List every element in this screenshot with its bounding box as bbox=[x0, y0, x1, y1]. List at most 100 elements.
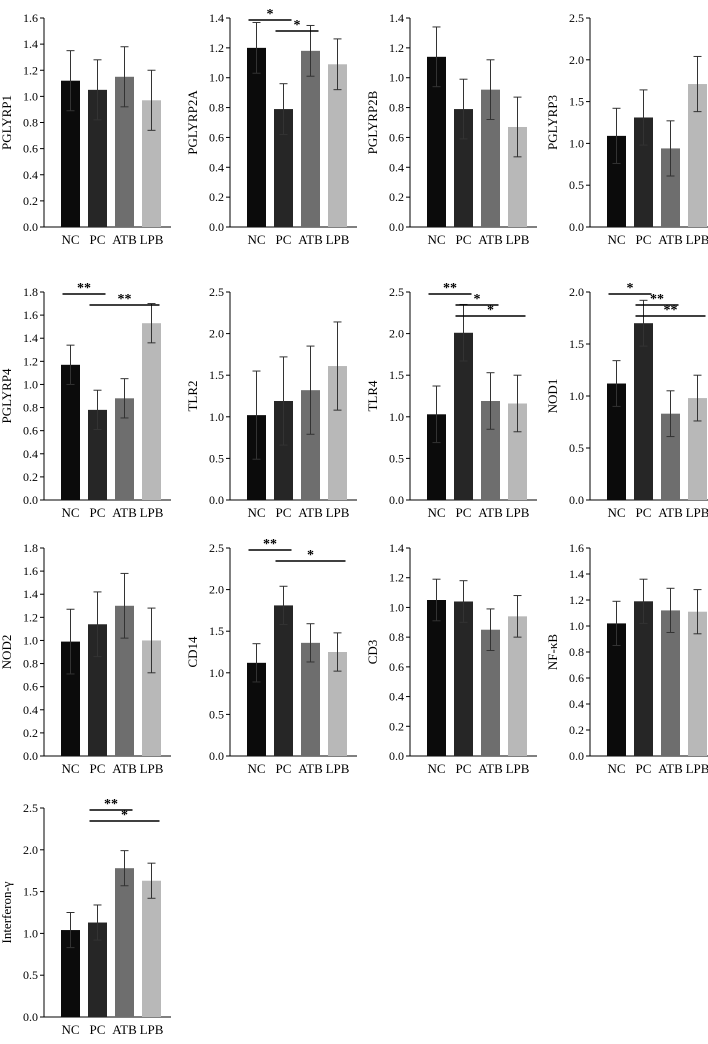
x-tick-label-lpb: LPB bbox=[140, 232, 164, 247]
y-tick-label: 0.5 bbox=[389, 451, 404, 465]
x-tick-label-pc: PC bbox=[456, 761, 472, 776]
y-tick-label: 1.2 bbox=[389, 41, 404, 55]
x-tick-label-nc: NC bbox=[61, 505, 79, 520]
y-tick-label: 1.0 bbox=[23, 89, 38, 103]
y-tick-label: 0.0 bbox=[23, 749, 38, 763]
bar-nc bbox=[61, 641, 80, 756]
y-tick-label: 0.4 bbox=[209, 160, 224, 174]
y-tick-label: 0.6 bbox=[23, 142, 38, 156]
bar-atb bbox=[115, 76, 134, 227]
chart-interferon: 0.0 0.5 1.0 1.5 2.0 2.5 Interferon-γ NC PC ATB LPB… bbox=[0, 797, 171, 1037]
y-tick-label: 1.2 bbox=[389, 571, 404, 585]
x-tick-label-nc: NC bbox=[247, 505, 265, 520]
x-tick-label-nc: NC bbox=[427, 232, 445, 247]
chart-nod2: 0.0 0.2 0.4 0.6 0.8 1.0 1.2 1.4 1.6 1.8 NOD2 NC PC AT… bbox=[0, 541, 171, 776]
bar-pc bbox=[88, 922, 107, 1017]
bar-nc bbox=[61, 80, 80, 227]
x-tick-label-pc: PC bbox=[636, 232, 652, 247]
y-axis-label: NOD1 bbox=[545, 379, 560, 414]
y-tick-label: 1.5 bbox=[209, 624, 224, 638]
bar-atb bbox=[661, 413, 680, 500]
bar-pc bbox=[88, 409, 107, 500]
bar-pc bbox=[634, 601, 653, 756]
y-tick-label: 0.0 bbox=[569, 493, 584, 507]
bar-lpb bbox=[328, 366, 347, 500]
bar-lpb bbox=[508, 616, 527, 756]
y-tick-label: 1.6 bbox=[23, 564, 38, 578]
bar-lpb bbox=[142, 640, 161, 756]
y-axis-label: PGLYRP2A bbox=[185, 90, 200, 155]
y-tick-label: 1.0 bbox=[23, 377, 38, 391]
y-tick-label: 0.5 bbox=[23, 968, 38, 982]
bar-lpb bbox=[508, 126, 527, 227]
y-tick-label: 0.8 bbox=[389, 630, 404, 644]
significance-label: * bbox=[627, 281, 634, 296]
y-tick-label: 2.0 bbox=[209, 327, 224, 341]
y-tick-label: 0.8 bbox=[23, 401, 38, 415]
y-tick-label: 0.0 bbox=[389, 493, 404, 507]
y-tick-label: 1.5 bbox=[23, 885, 38, 899]
y-axis-label: CD14 bbox=[185, 636, 200, 668]
bar-lpb bbox=[328, 64, 347, 228]
x-tick-label-nc: NC bbox=[247, 232, 265, 247]
x-tick-label-pc: PC bbox=[276, 505, 292, 520]
y-tick-label: 0.4 bbox=[389, 690, 404, 704]
y-tick-label: 1.4 bbox=[23, 587, 38, 601]
y-tick-label: 0.2 bbox=[23, 470, 38, 484]
x-tick-label-atb: ATB bbox=[478, 505, 503, 520]
y-tick-label: 1.0 bbox=[569, 389, 584, 403]
x-tick-label-atb: ATB bbox=[658, 232, 683, 247]
x-tick-label-atb: ATB bbox=[112, 232, 137, 247]
x-tick-label-lpb: LPB bbox=[686, 505, 708, 520]
bar-pc bbox=[454, 109, 473, 227]
significance-label: * bbox=[267, 7, 274, 22]
x-tick-label-pc: PC bbox=[276, 761, 292, 776]
y-tick-label: 1.5 bbox=[569, 95, 584, 109]
y-axis-label: PGLYRP4 bbox=[0, 368, 14, 424]
y-tick-label: 1.0 bbox=[389, 71, 404, 85]
y-tick-label: 0.5 bbox=[209, 707, 224, 721]
y-tick-label: 1.0 bbox=[209, 71, 224, 85]
bar-atb bbox=[301, 390, 320, 500]
bar-lpb bbox=[688, 84, 707, 227]
y-tick-label: 0.6 bbox=[389, 660, 404, 674]
x-tick-label-pc: PC bbox=[636, 761, 652, 776]
y-tick-label: 2.5 bbox=[209, 285, 224, 299]
y-tick-label: 0.0 bbox=[209, 220, 224, 234]
y-axis-label: Interferon-γ bbox=[0, 881, 14, 943]
x-tick-label-lpb: LPB bbox=[326, 761, 350, 776]
y-axis-label: TLR2 bbox=[185, 380, 200, 411]
bar-nc bbox=[607, 623, 626, 756]
chart-pglyrp2b: 0.0 0.2 0.4 0.6 0.8 1.0 1.2 1.4 PGLYRP2B NC PC ATB L… bbox=[365, 11, 537, 247]
bar-lpb bbox=[328, 652, 347, 756]
y-tick-label: 1.4 bbox=[209, 11, 224, 25]
x-tick-label-atb: ATB bbox=[298, 232, 323, 247]
x-tick-label-atb: ATB bbox=[112, 1022, 137, 1037]
y-tick-label: 2.0 bbox=[23, 843, 38, 857]
significance-label: ** bbox=[104, 797, 118, 812]
y-tick-label: 0.8 bbox=[23, 116, 38, 130]
y-tick-label: 2.5 bbox=[569, 11, 584, 25]
y-tick-label: 1.4 bbox=[569, 567, 584, 581]
bar-nc bbox=[427, 414, 446, 500]
bar-lpb bbox=[688, 611, 707, 756]
significance-label: ** bbox=[443, 281, 457, 296]
y-tick-label: 2.0 bbox=[389, 327, 404, 341]
x-tick-label-atb: ATB bbox=[298, 761, 323, 776]
y-tick-label: 1.4 bbox=[23, 37, 38, 51]
y-tick-label: 0.0 bbox=[569, 220, 584, 234]
bar-pc bbox=[454, 332, 473, 500]
bar-nc bbox=[61, 364, 80, 500]
y-tick-label: 0.0 bbox=[23, 220, 38, 234]
y-axis-label: TLR4 bbox=[365, 380, 380, 412]
bar-atb bbox=[301, 50, 320, 227]
y-tick-label: 1.8 bbox=[23, 541, 38, 555]
significance-label: ** bbox=[77, 281, 91, 296]
x-tick-label-atb: ATB bbox=[478, 761, 503, 776]
bar-atb bbox=[481, 400, 500, 500]
bar-nc bbox=[427, 56, 446, 227]
y-tick-label: 1.2 bbox=[209, 41, 224, 55]
significance-label: ** bbox=[263, 537, 277, 552]
